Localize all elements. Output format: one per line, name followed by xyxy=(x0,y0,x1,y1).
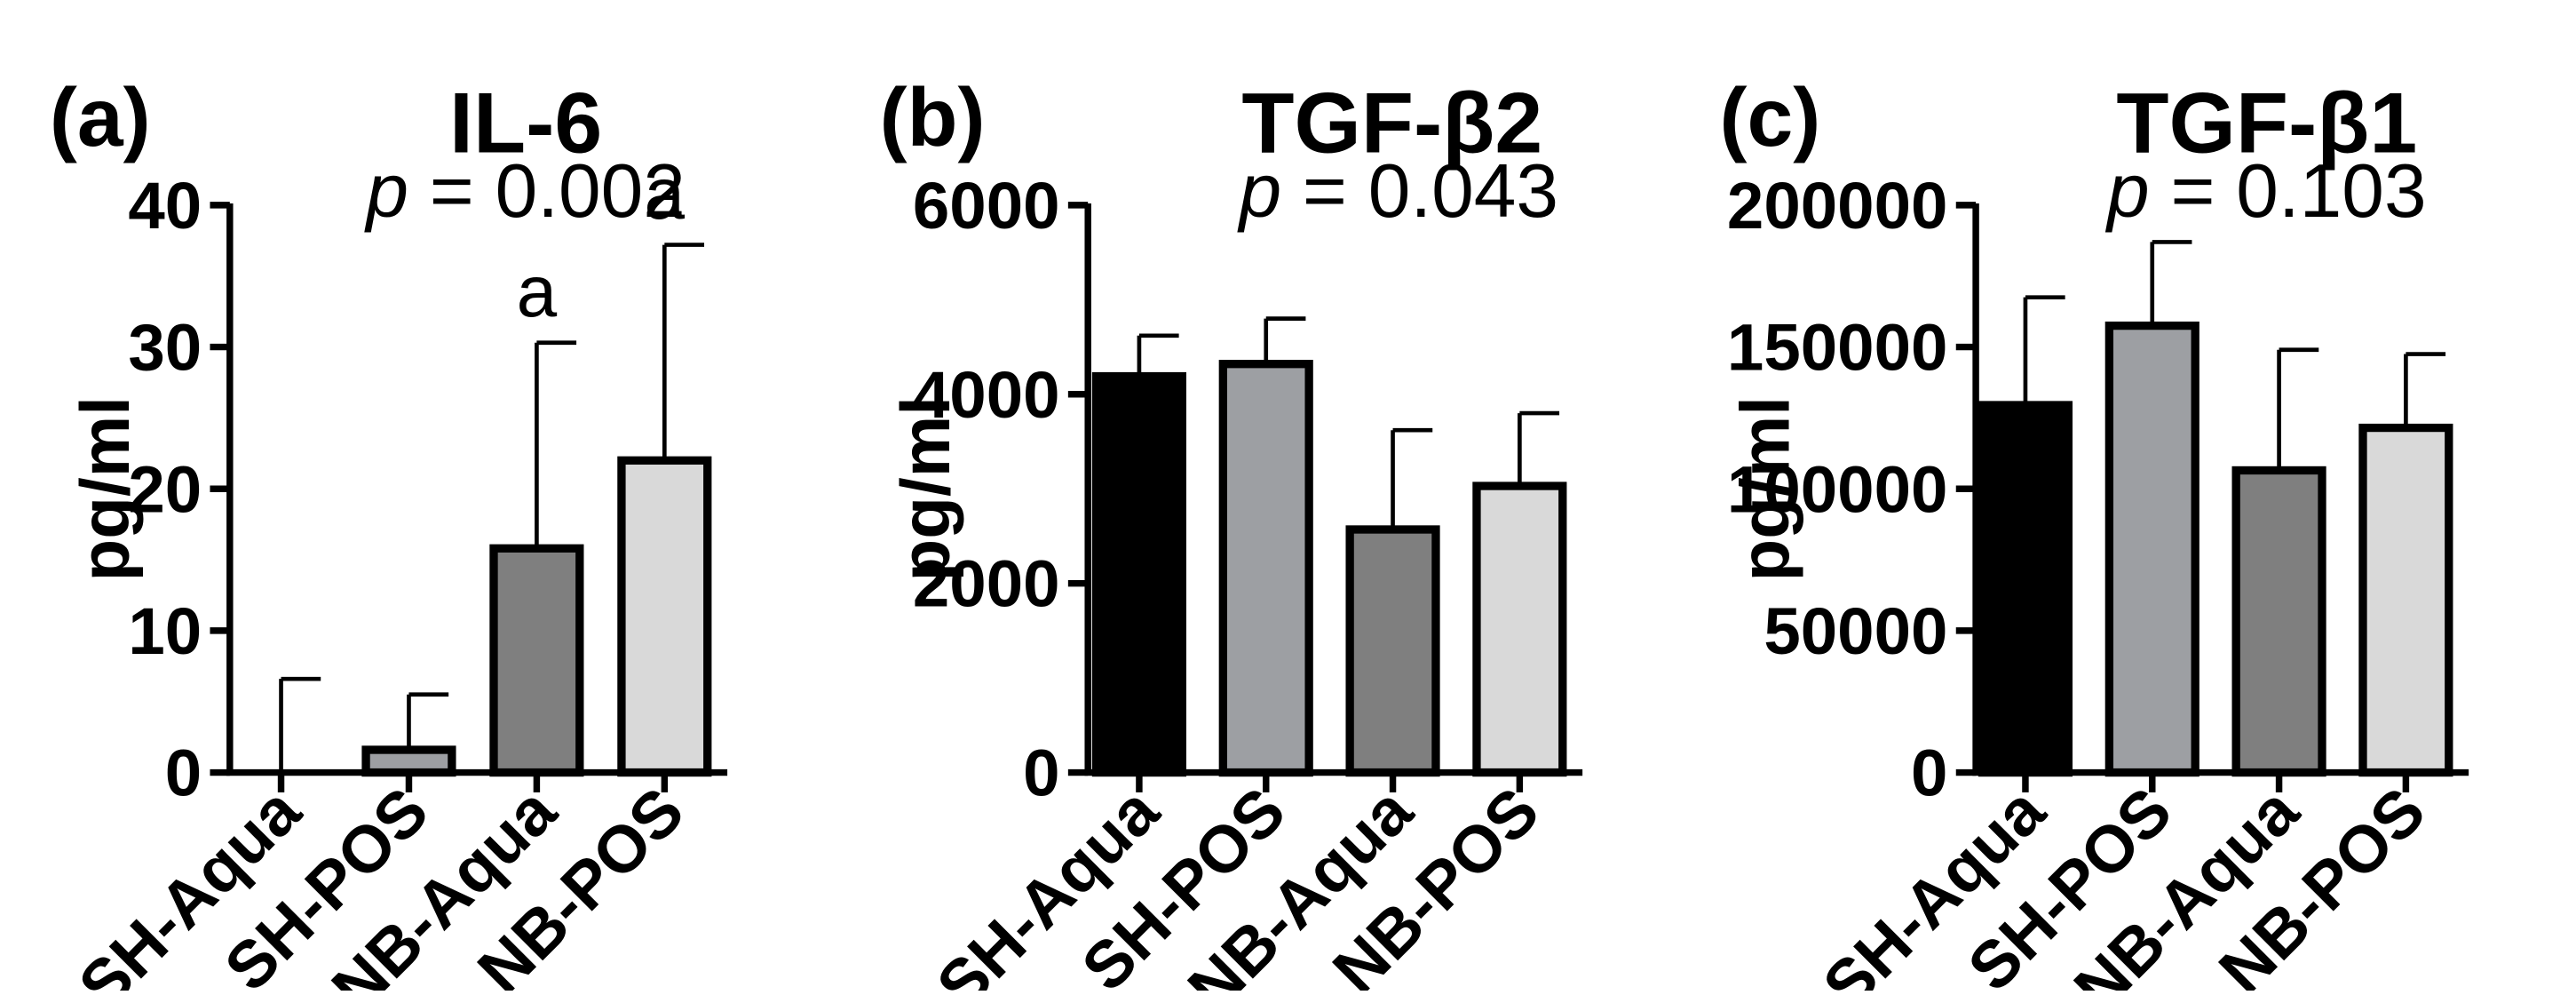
y-tick-label: 0 xyxy=(165,736,202,810)
significance-label: a xyxy=(645,154,686,235)
panel-a: (a) IL-6p = 0.002pg/ml010203040SH-AquaSH-… xyxy=(50,71,728,995)
panel-label: (c) xyxy=(1719,71,1820,163)
bar-sh-pos xyxy=(1218,360,1313,777)
y-tick-label: 10 xyxy=(128,594,202,668)
panel-label: (a) xyxy=(50,71,151,163)
y-tick-label: 0 xyxy=(1023,736,1059,810)
p-value-symbol: p xyxy=(2104,148,2150,234)
panel-c: (c) TGF-β1p = 0.103 pg/ml 0 50000 100000 15000… xyxy=(1719,71,2469,995)
y-tick-label: 2000 xyxy=(913,547,1060,621)
chart-title: IL-6 xyxy=(449,74,602,171)
p-value-text: p = 0.103 xyxy=(2104,148,2427,234)
bar-nb-pos xyxy=(2358,423,2453,777)
bar-sh-aqua xyxy=(1978,401,2073,777)
bar-nb-pos xyxy=(617,456,712,777)
y-tick-label: 20 xyxy=(128,452,202,526)
p-value-number: = 0.002 xyxy=(408,148,686,234)
y-tick-label: 200000 xyxy=(1727,169,1948,243)
bar-nb-aqua xyxy=(489,544,584,777)
y-tick-label: 0 xyxy=(1911,736,1947,810)
y-tick-label: 4000 xyxy=(913,358,1060,432)
panel-label: (b) xyxy=(880,71,986,163)
p-value-number: = 0.043 xyxy=(1281,148,1558,234)
chart-title: TGF-β1 xyxy=(2116,74,2417,171)
y-tick-label: 150000 xyxy=(1727,311,1948,385)
bar-sh-aqua xyxy=(1091,371,1186,777)
y-tick-label: 100000 xyxy=(1727,452,1948,526)
bar-sh-pos xyxy=(361,745,456,777)
p-value-symbol: p xyxy=(363,148,408,234)
panel-b: (b) TGF-β2p = 0.043pg/ml0200040006000SH-A… xyxy=(880,71,1583,995)
y-tick-label: 40 xyxy=(128,169,202,243)
y-tick-label: 50000 xyxy=(1764,594,1947,668)
y-tick-label: 6000 xyxy=(913,169,1060,243)
p-value-number: = 0.103 xyxy=(2150,148,2427,234)
bar-nb-aqua xyxy=(1345,525,1440,777)
y-axis-label: pg/ml xyxy=(886,396,964,582)
bar-nb-aqua xyxy=(2231,466,2326,777)
chart-scale-group: (a) IL-6p = 0.002pg/ml010203040SH-AquaSH-… xyxy=(50,71,2469,995)
bar-sh-pos xyxy=(2104,321,2200,777)
y-tick-label: 30 xyxy=(128,311,202,385)
significance-label: a xyxy=(517,251,558,332)
p-value-symbol: p xyxy=(1236,148,1281,234)
bar-nb-pos xyxy=(1472,482,1567,777)
p-value-text: p = 0.043 xyxy=(1236,148,1558,234)
chart-title: TGF-β2 xyxy=(1241,74,1542,171)
y-axis-label: pg/ml xyxy=(66,396,144,582)
y-axis-label: pg/ml xyxy=(1726,396,1804,581)
p-value-text: p = 0.002 xyxy=(363,148,686,234)
